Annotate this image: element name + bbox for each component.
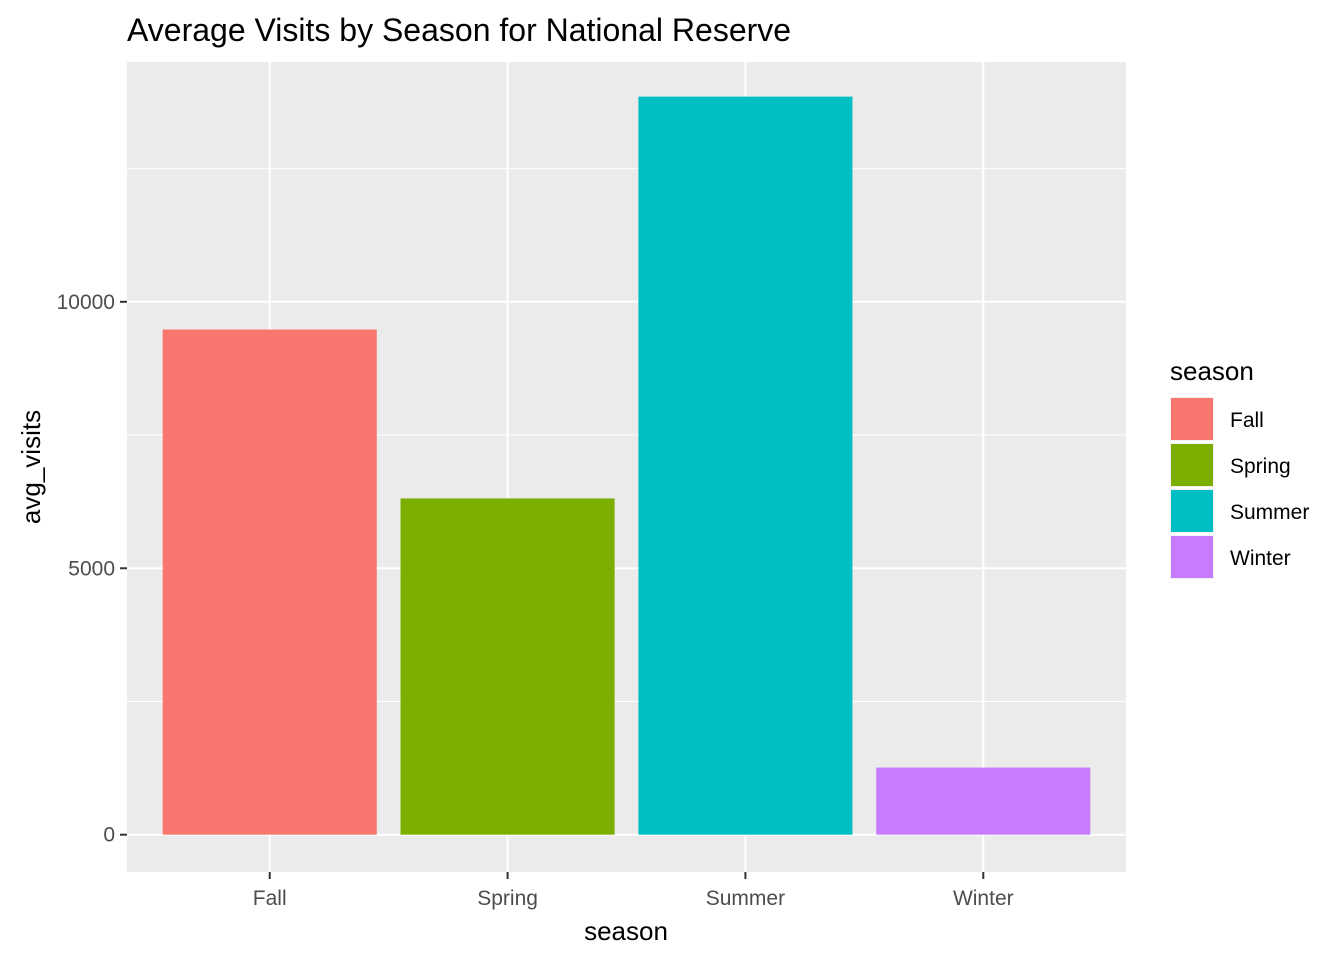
x-tick-label: Winter bbox=[953, 887, 1014, 910]
y-axis: 0 5000 10000 bbox=[57, 291, 127, 847]
legend-title: season bbox=[1170, 356, 1254, 386]
y-tick-label: 5000 bbox=[68, 557, 115, 580]
y-tick-label: 0 bbox=[103, 824, 115, 847]
legend: season Fall Spring Summer Winter bbox=[1170, 356, 1309, 579]
bar-summer bbox=[638, 96, 853, 835]
x-tick-label: Fall bbox=[253, 887, 287, 910]
y-axis-title: avg_visits bbox=[16, 410, 46, 524]
legend-label: Spring bbox=[1230, 455, 1291, 478]
legend-label: Winter bbox=[1230, 547, 1291, 570]
x-tick-label: Spring bbox=[477, 887, 538, 910]
bars bbox=[162, 96, 1091, 835]
chart-title: Average Visits by Season for National Re… bbox=[127, 12, 791, 48]
x-tick-label: Summer bbox=[706, 887, 785, 910]
x-axis: Fall Spring Summer Winter bbox=[253, 872, 1014, 910]
legend-label: Fall bbox=[1230, 409, 1264, 432]
legend-swatch-winter bbox=[1171, 536, 1213, 578]
legend-items: Fall Spring Summer Winter bbox=[1170, 397, 1309, 579]
legend-swatch-fall bbox=[1171, 398, 1213, 440]
legend-swatch-summer bbox=[1171, 490, 1213, 532]
legend-swatch-spring bbox=[1171, 444, 1213, 486]
legend-label: Summer bbox=[1230, 501, 1309, 524]
x-axis-title: season bbox=[584, 916, 668, 946]
y-tick-label: 10000 bbox=[57, 291, 115, 314]
bar-fall bbox=[162, 329, 377, 835]
bar-winter bbox=[876, 767, 1091, 835]
bar-spring bbox=[400, 498, 615, 835]
